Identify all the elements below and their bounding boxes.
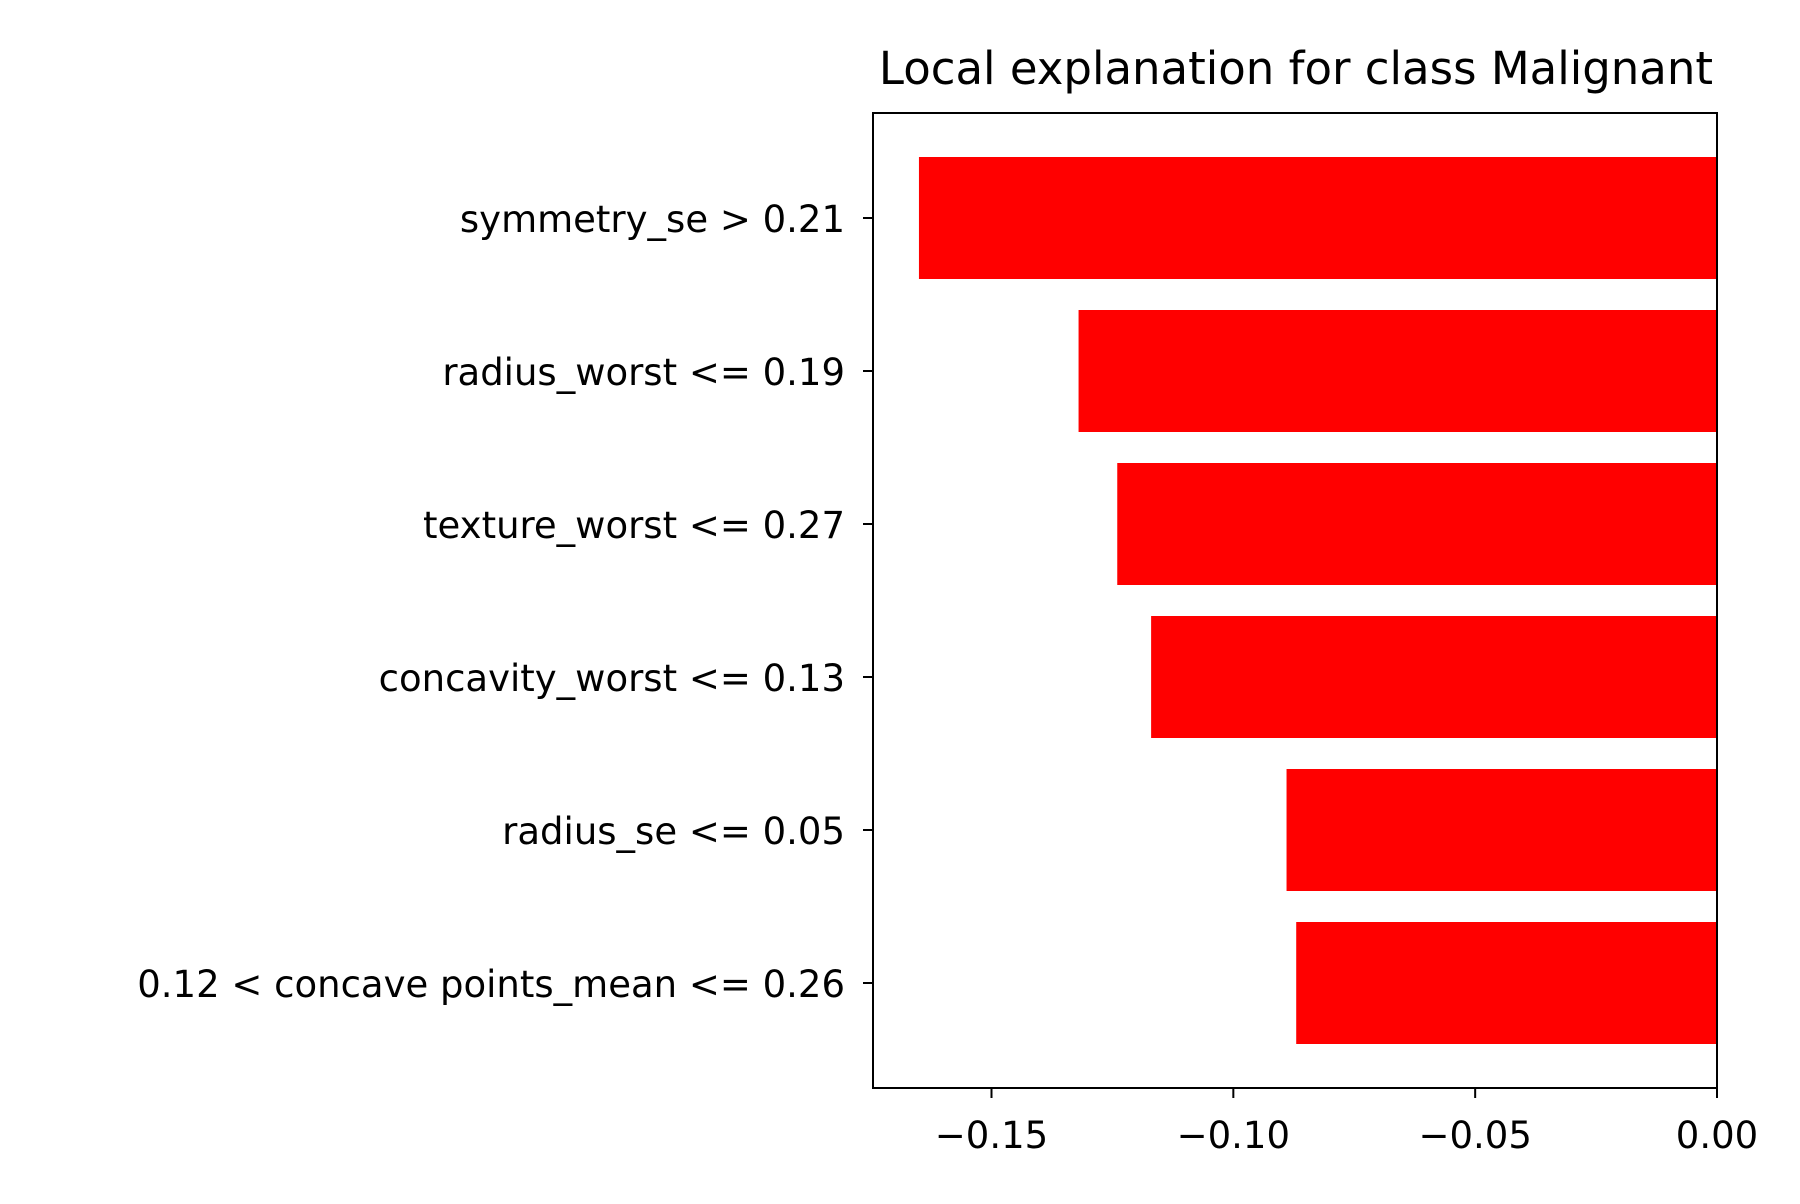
x-tick-label: −0.10 (1177, 1114, 1290, 1157)
y-tick-label: texture_worst <= 0.27 (423, 504, 845, 547)
plot-frame (872, 112, 1718, 1089)
bar-5 (1286, 769, 1717, 891)
x-tick-label: 0.00 (1676, 1114, 1758, 1157)
y-tick-label: concavity_worst <= 0.13 (379, 657, 845, 700)
chart-title: Local explanation for class Malignant (879, 42, 1713, 95)
bar-1 (918, 157, 1717, 279)
y-tick-label: radius_worst <= 0.19 (442, 351, 845, 394)
y-axis: symmetry_se > 0.21 radius_worst <= 0.19 te… (137, 198, 873, 1006)
bar-6 (1296, 922, 1717, 1044)
x-tick-label: −0.15 (935, 1114, 1048, 1157)
y-tick-label: radius_se <= 0.05 (502, 810, 845, 853)
y-tick-label: 0.12 < concave points_mean <= 0.26 (137, 963, 845, 1006)
bars-layer (918, 157, 1717, 1044)
bar-2 (1078, 310, 1717, 432)
bar-4 (1151, 616, 1717, 738)
x-axis: −0.15 −0.10 −0.05 0.00 (935, 1088, 1758, 1157)
bar-3 (1117, 463, 1717, 585)
x-tick-label: −0.05 (1418, 1114, 1531, 1157)
y-tick-label: symmetry_se > 0.21 (460, 198, 845, 241)
